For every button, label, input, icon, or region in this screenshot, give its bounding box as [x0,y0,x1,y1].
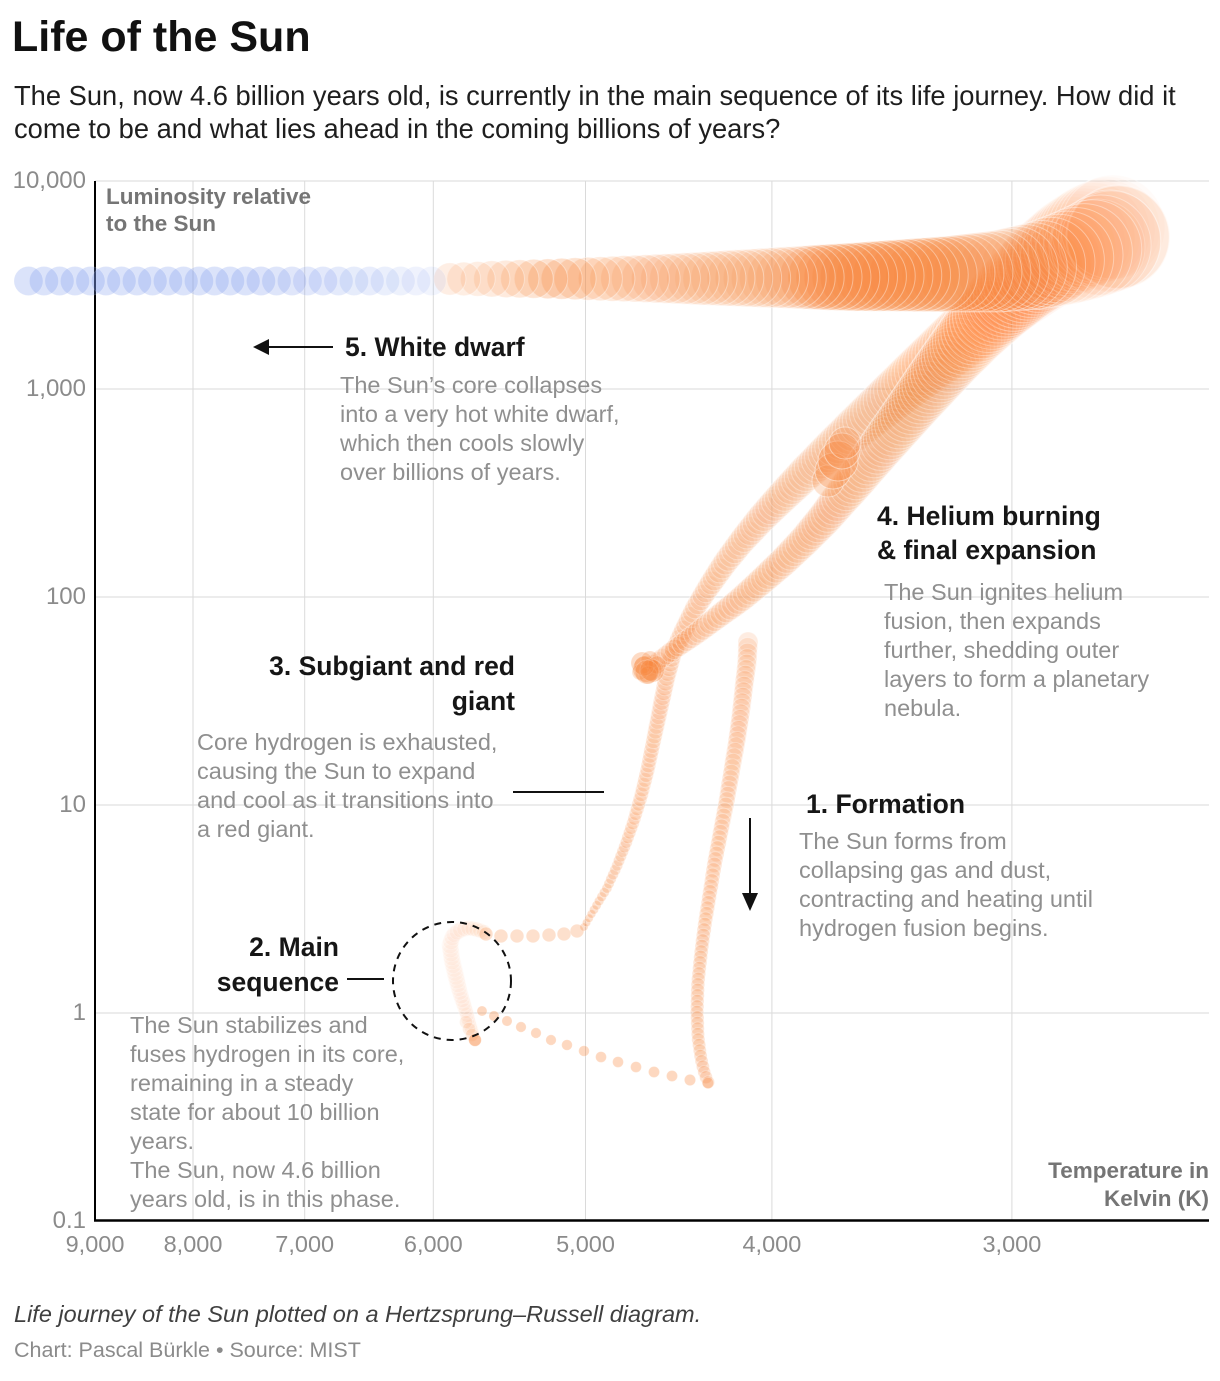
svg-text:1: 1 [73,999,86,1026]
svg-text:which then cools slowly: which then cools slowly [339,430,584,456]
svg-text:7,000: 7,000 [275,1231,334,1257]
svg-text:Temperature in: Temperature in [1048,1158,1209,1183]
svg-text:Kelvin (K): Kelvin (K) [1104,1186,1209,1211]
svg-text:Life journey of the Sun plotte: Life journey of the Sun plotted on a Her… [14,1301,701,1327]
svg-text:0.1: 0.1 [53,1207,86,1234]
svg-text:& final expansion: & final expansion [877,535,1096,565]
svg-text:a red giant.: a red giant. [197,816,315,842]
svg-text:9,000: 9,000 [66,1231,125,1257]
svg-text:5. White dwarf: 5. White dwarf [345,332,525,362]
svg-text:10,000: 10,000 [13,167,86,194]
svg-text:Chart: Pascal Bürkle • Source:: Chart: Pascal Bürkle • Source: MIST [14,1338,361,1362]
svg-text:2. Main: 2. Main [249,932,339,962]
svg-text:5,000: 5,000 [556,1231,615,1257]
svg-text:1. Formation: 1. Formation [806,789,965,819]
svg-text:The Sun’s core collapses: The Sun’s core collapses [340,372,602,398]
svg-text:collapsing gas and dust,: collapsing gas and dust, [799,857,1051,883]
svg-text:Core hydrogen is exhausted,: Core hydrogen is exhausted, [197,729,497,755]
svg-text:years.: years. [130,1128,194,1154]
svg-text:The Sun forms from: The Sun forms from [799,828,1007,854]
svg-text:1,000: 1,000 [26,375,86,402]
svg-text:fuses hydrogen in its core,: fuses hydrogen in its core, [130,1041,404,1067]
svg-text:come to be and what lies ahead: come to be and what lies ahead in the co… [14,113,780,144]
svg-text:fusion, then expands: fusion, then expands [884,608,1101,634]
svg-text:contracting and heating until: contracting and heating until [799,886,1093,912]
svg-text:Life of the Sun: Life of the Sun [12,13,311,61]
svg-text:nebula.: nebula. [884,695,961,721]
svg-text:giant: giant [452,686,515,716]
svg-text:The Sun stabilizes and: The Sun stabilizes and [130,1012,368,1038]
svg-text:100: 100 [46,583,86,610]
svg-text:state for about 10 billion: state for about 10 billion [130,1099,380,1125]
svg-text:10: 10 [59,791,86,818]
svg-text:3. Subgiant and red: 3. Subgiant and red [269,651,515,681]
svg-text:3,000: 3,000 [982,1231,1041,1257]
svg-text:The Sun ignites helium: The Sun ignites helium [884,579,1123,605]
svg-text:years old, is in this phase.: years old, is in this phase. [130,1186,400,1212]
svg-text:to the Sun: to the Sun [106,211,216,236]
svg-text:The Sun, now 4.6 billion: The Sun, now 4.6 billion [130,1157,381,1183]
svg-text:into a very hot white dwarf,: into a very hot white dwarf, [340,401,620,427]
svg-text:remaining in a steady: remaining in a steady [130,1070,354,1096]
svg-text:6,000: 6,000 [404,1231,463,1257]
svg-text:hydrogen fusion begins.: hydrogen fusion begins. [799,915,1049,941]
svg-text:over billions of years.: over billions of years. [340,459,561,485]
svg-text:The Sun, now 4.6 billion years: The Sun, now 4.6 billion years old, is c… [14,80,1176,111]
svg-text:further, shedding outer: further, shedding outer [884,637,1119,663]
svg-text:causing the Sun to expand: causing the Sun to expand [197,758,475,784]
svg-text:sequence: sequence [217,967,339,997]
svg-text:4. Helium burning: 4. Helium burning [877,501,1101,531]
svg-text:and cool as it transitions int: and cool as it transitions into [197,787,494,813]
svg-text:layers to form a planetary: layers to form a planetary [884,666,1149,692]
svg-text:4,000: 4,000 [742,1231,801,1257]
svg-text:Luminosity relative: Luminosity relative [106,184,311,209]
svg-text:8,000: 8,000 [164,1231,223,1257]
